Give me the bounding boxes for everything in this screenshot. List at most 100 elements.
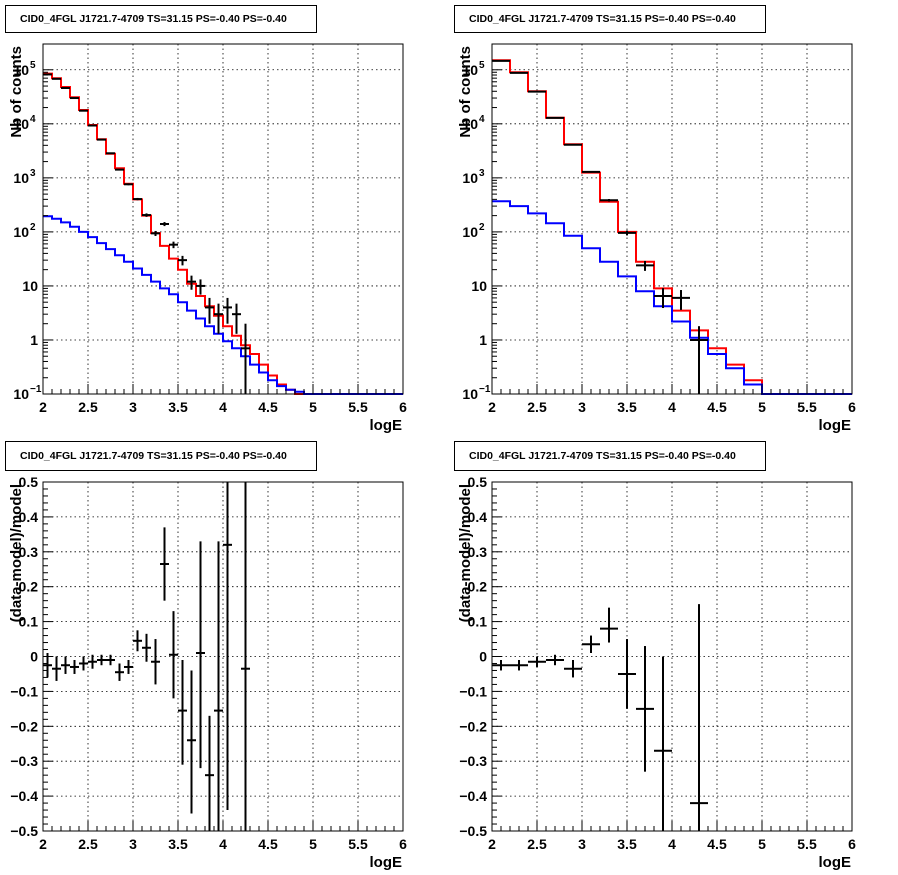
x-tick-label: 6 [848,399,856,415]
data-point [151,230,160,236]
data-point [52,656,61,681]
data-point [124,659,133,674]
x-tick-label: 5.5 [797,399,817,415]
data-point [232,303,241,334]
data-point [690,604,708,831]
y-tick-exponent: 2 [479,222,485,233]
x-tick-label: 2.5 [78,836,98,852]
x-tick-label: 3.5 [168,399,188,415]
y-tick-label: −0.2 [459,718,487,734]
data-point [142,633,151,662]
y-tick-label: 0.5 [468,474,488,490]
x-tick-label: 4 [668,836,676,852]
x-tick-label: 4.5 [258,836,278,852]
x-tick-label: 6 [399,399,407,415]
x-axis-title: logE [819,854,852,871]
x-tick-label: 4.5 [707,399,727,415]
x-tick-label: 5 [309,836,317,852]
data-point [214,303,223,334]
x-tick-label: 3 [578,399,586,415]
y-tick-label: 10 [462,116,478,132]
data-point [492,659,510,671]
y-tick-label: 10 [13,386,29,402]
x-tick-label: 6 [848,836,856,852]
y-tick-exponent: 4 [479,114,485,125]
data-point [178,255,187,266]
y-tick-label: 0.1 [468,614,488,630]
chart-title: CID0_4FGL J1721.7-4709 TS=31.15 PS=-0.40… [5,441,317,471]
y-tick-label: 10 [13,62,29,78]
y-tick-exponent: 2 [30,222,36,233]
panel-top-left: 2 2.5 3 3.5 4 4.5 5 5.5 6 10 −1 1 10 10 2 10 3 10 4 10 5 logE… [0,0,449,437]
x-tick-label: 4 [219,836,227,852]
grid [492,482,852,831]
data-point [564,659,582,678]
y-tick-label: −0.4 [459,788,487,804]
y-tick-label: 0 [30,649,38,665]
y-tick-label: 10 [462,62,478,78]
y-tick-exponent: 5 [479,60,485,71]
y-tick-label: −0.5 [459,823,487,839]
data-point [160,222,169,227]
data-point [70,659,79,674]
y-tick-label: 0 [479,649,487,665]
panel-top-right: 2 2.5 3 3.5 4 4.5 5 5.5 6 10 −1 1 10 10 2 10 3 10 4 10 5 logE… [449,0,898,437]
data-point [690,326,708,394]
x-tick-label: 4.5 [707,836,727,852]
x-tick-label: 3 [129,836,137,852]
data-point [214,541,223,831]
x-tick-label: 3.5 [168,836,188,852]
x-tick-label: 4 [219,399,227,415]
y-tick-exponent: 4 [30,114,36,125]
y-tick-label: 1 [30,332,38,348]
x-tick-label: 3.5 [617,836,637,852]
data-point [151,639,160,685]
x-tick-label: 2.5 [527,836,547,852]
x-tick-label: 4 [668,399,676,415]
y-tick-exponent: 5 [30,60,36,71]
step-series-red [492,59,852,395]
y-tick-label: 10 [22,278,38,294]
data-point [79,656,88,671]
x-tick-label: 4.5 [258,399,278,415]
data-point [187,670,196,814]
y-tick-exponent: −1 [479,384,491,395]
chart-title: CID0_4FGL J1721.7-4709 TS=31.15 PS=-0.40… [454,5,766,33]
data-point [43,653,52,678]
y-tick-exponent: 3 [479,168,485,179]
step-series-red [43,72,403,395]
grid [43,482,403,831]
data-point [133,630,142,652]
data-point [654,656,672,831]
grid [492,44,852,394]
y-tick-label: 10 [471,278,487,294]
x-axis-title: logE [370,854,403,871]
y-tick-label: −0.4 [10,788,38,804]
data-point [600,607,618,643]
y-tick-label: 10 [13,224,29,240]
y-tick-label: 0.4 [468,509,488,525]
data-point [169,611,178,699]
data-point [528,656,546,667]
data-point [133,197,142,201]
data-point [61,656,70,674]
y-tick-label: −0.1 [459,683,487,699]
x-tick-label: 3.5 [617,399,637,415]
y-tick-label: 0.4 [19,509,39,525]
data-point [241,323,250,394]
x-tick-label: 3 [578,836,586,852]
y-tick-label: 10 [462,224,478,240]
x-axis-title: logE [370,417,403,434]
data-point [115,168,124,171]
data-point [88,124,97,127]
chart-title: CID0_4FGL J1721.7-4709 TS=31.15 PS=-0.40… [454,441,766,471]
x-tick-label: 2.5 [78,399,98,415]
data-point [178,659,187,765]
y-tick-label: 0.1 [19,614,39,630]
y-tick-exponent: 3 [30,168,36,179]
panel-bottom-right: 2 2.5 3 3.5 4 4.5 5 5.5 6 −0.5 −0.4 −0.3 −0.2 −0.1 0 0.… [449,437,898,874]
x-tick-label: 3 [129,399,137,415]
data-point [88,654,97,669]
x-tick-label: 2 [488,836,496,852]
